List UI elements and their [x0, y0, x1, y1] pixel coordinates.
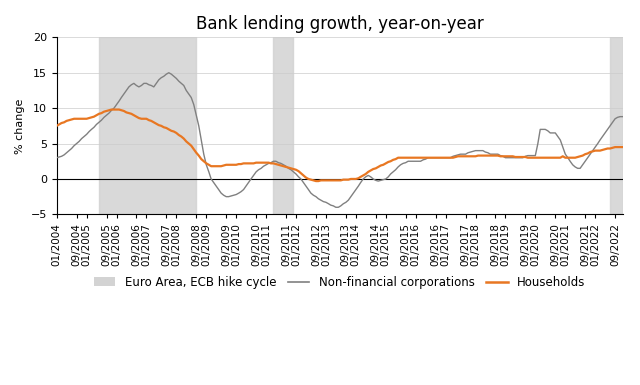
Bar — [610, 37, 623, 214]
Bar — [99, 37, 196, 214]
Bar — [273, 37, 294, 214]
Title: Bank lending growth, year-on-year: Bank lending growth, year-on-year — [196, 15, 483, 33]
Y-axis label: % change: % change — [15, 98, 25, 154]
Legend: Euro Area, ECB hike cycle, Non-financial corporations, Households: Euro Area, ECB hike cycle, Non-financial… — [89, 271, 590, 293]
